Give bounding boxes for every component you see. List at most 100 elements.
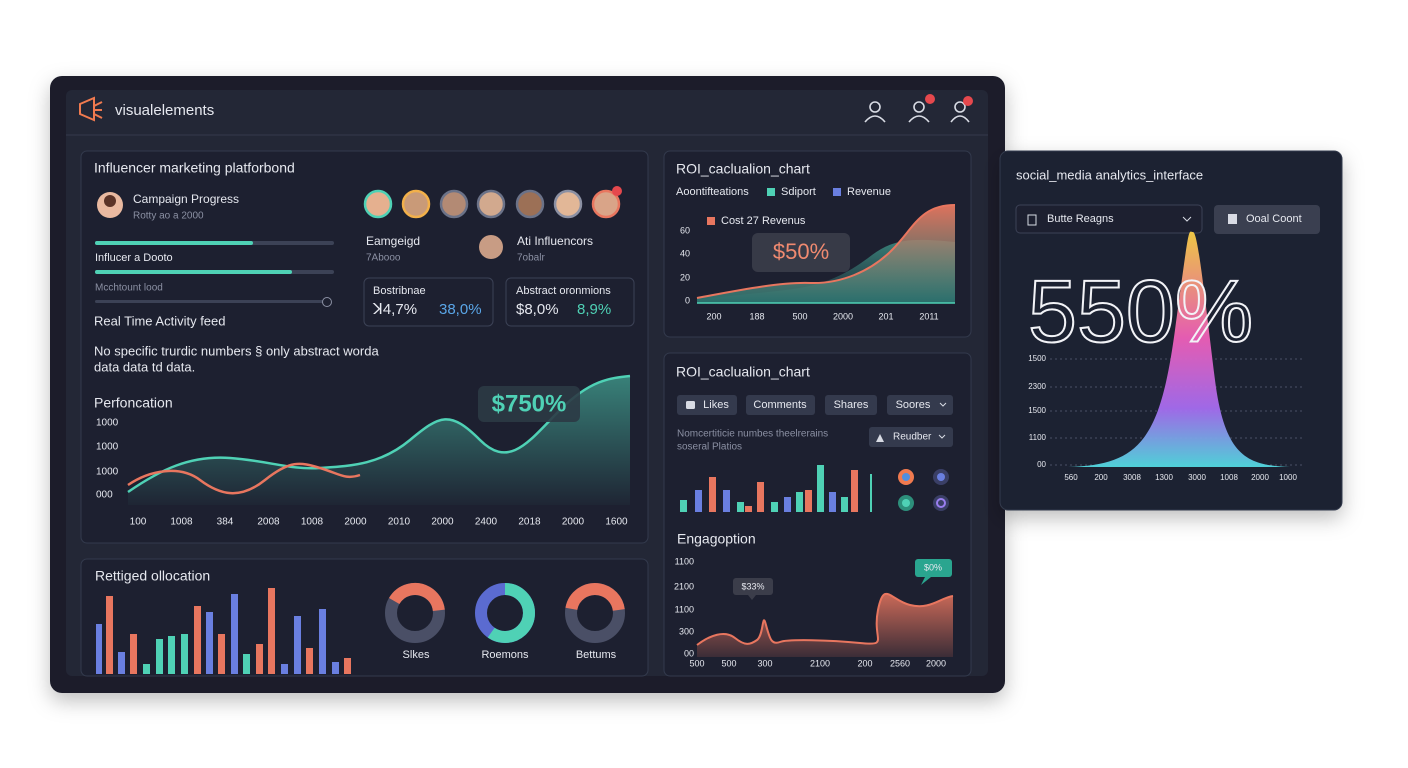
dropdown-label[interactable]: Reudber [893, 432, 932, 443]
headline: 550% [1028, 261, 1253, 360]
allocation-plot-rect [96, 624, 102, 674]
x-tick-label: 560 [1064, 473, 1078, 482]
allocation-plot-rect [118, 652, 125, 674]
engagement-widgets [677, 395, 953, 512]
header-icons-circle [954, 101, 966, 113]
allocation-plot-rect [106, 596, 113, 674]
donut-label: Roemons [481, 649, 529, 661]
engagement-widgets-circle [902, 499, 910, 507]
x-tick-label: 1600 [605, 517, 628, 528]
y-tick-label: 1500 [1028, 406, 1046, 415]
influencer-widgets-circle [612, 186, 622, 196]
engagement-widgets-g-rect [841, 497, 848, 512]
donut-label: Bettums [576, 649, 617, 661]
button-label[interactable]: Ooal Coont [1246, 213, 1302, 225]
chart-badge: $0% [924, 562, 942, 572]
legend-entry: Cost 27 Revenus [721, 215, 806, 227]
roi-chart-plot [696, 188, 956, 304]
roi-chart-plot-rect [707, 217, 715, 225]
feed-text: No specific trurdic numbers § only abstr… [94, 343, 379, 358]
feed-text: data data td data. [94, 359, 195, 374]
panel-title: Influencer marketing platforbond [94, 160, 295, 176]
y-tick-label: 60 [680, 225, 690, 235]
social-card-rect [999, 150, 1343, 511]
x-tick-label: 2100 [810, 658, 830, 668]
allocation-plot-rect [332, 662, 339, 674]
dropdown-label[interactable]: Butte Reagns [1047, 213, 1114, 225]
campaign-sublabel: 7Abooo [366, 253, 401, 264]
engagement-chart-plot-path [696, 592, 954, 646]
legend-entry: Revenue [847, 186, 891, 198]
engagement-widgets-g-rect [677, 395, 737, 415]
x-tick-label: 3008 [1123, 473, 1141, 482]
influencer-widgets-g [363, 189, 621, 219]
filter-button[interactable]: Likes [703, 399, 729, 411]
x-tick-label: 2018 [518, 517, 541, 528]
influencers-label: Ati Influencors [517, 234, 593, 248]
social-card-rect [1015, 204, 1203, 234]
roi-chart-plot-path [696, 204, 956, 299]
chart-title: Perfoncation [94, 395, 173, 411]
roi-chart-plot-rect [767, 188, 775, 196]
x-tick-label: 3000 [1188, 473, 1206, 482]
allocation-plot-rect [231, 594, 238, 674]
allocation-plot-rect [243, 654, 250, 674]
filter-button[interactable]: Comments [753, 399, 807, 411]
stat-value: 38,0% [439, 301, 482, 318]
chart-title: ROI_caclualion_chart [676, 161, 810, 177]
y-tick-label: 1100 [675, 604, 694, 614]
allocation-plot-g [385, 582, 625, 643]
allocation-plot-rect [168, 636, 175, 674]
y-tick-label: 2100 [674, 581, 694, 591]
engagement-widgets-g-rect [723, 490, 730, 512]
x-tick-label: 1008 [170, 517, 193, 528]
y-tick-label: 1000 [96, 467, 119, 478]
engagement-widgets-g [680, 465, 872, 512]
filter-button[interactable]: Shares [834, 399, 869, 411]
engagement-chart-plot-path [697, 593, 953, 657]
engagement-widgets-g-rect [757, 482, 764, 512]
y-tick-label: 2300 [1028, 382, 1046, 391]
x-tick-label: 500 [689, 658, 704, 668]
engagement-widgets-g-rect [869, 427, 953, 447]
header-icons-path [864, 115, 886, 123]
social-card-rect [1228, 214, 1237, 224]
influencers-sublabel: 7obalr [517, 253, 545, 264]
performance-chart-plot-path [127, 462, 361, 495]
note-text: soseral Platios [677, 442, 742, 453]
influencer-widgets-rect [505, 277, 635, 327]
feed-title: Real Time Activity feed [94, 313, 226, 328]
campaign-subtitle: Rotty ao a 2000 [133, 211, 204, 222]
x-tick-label: 2000 [562, 517, 585, 528]
influencer-widgets-rect [95, 241, 253, 245]
engagement-widgets-rect [686, 401, 695, 409]
y-tick-label: 0 [685, 295, 690, 305]
engagement-chart-plot-path [921, 577, 931, 585]
header-icons-circle [963, 96, 973, 106]
engagement-widgets-g-rect [817, 465, 824, 512]
allocation-plot-rect [194, 606, 201, 674]
social-card-path [1027, 214, 1037, 226]
engagement-widgets-path [938, 402, 947, 439]
influencer-widgets-rect [363, 277, 494, 327]
engagement-widgets-g-rect [771, 502, 778, 512]
engagement-chart-plot-rect [915, 559, 952, 577]
roi-chart-plot-rect [833, 188, 841, 196]
stat-value: $8,0% [516, 301, 559, 318]
performance-chart-plot [127, 374, 631, 505]
engagement-widgets-g-rect [680, 500, 687, 512]
allocation-plot-rect [218, 634, 225, 674]
campaign-title: Campaign Progress [133, 192, 239, 206]
x-tick-label: 500 [792, 311, 807, 321]
legend-entry: Sdiport [781, 186, 816, 198]
filter-button[interactable]: Soores [896, 399, 931, 411]
engagement-widgets-g [677, 395, 953, 447]
influencer-widgets-circle [322, 297, 332, 307]
header-icons-path [908, 115, 930, 123]
y-tick-label: 1000 [96, 418, 119, 429]
stat-value: ꓘ4,7% [372, 301, 417, 318]
social-card-path [1182, 216, 1192, 222]
allocation-plot-rect [256, 644, 263, 674]
social-card [999, 150, 1343, 511]
